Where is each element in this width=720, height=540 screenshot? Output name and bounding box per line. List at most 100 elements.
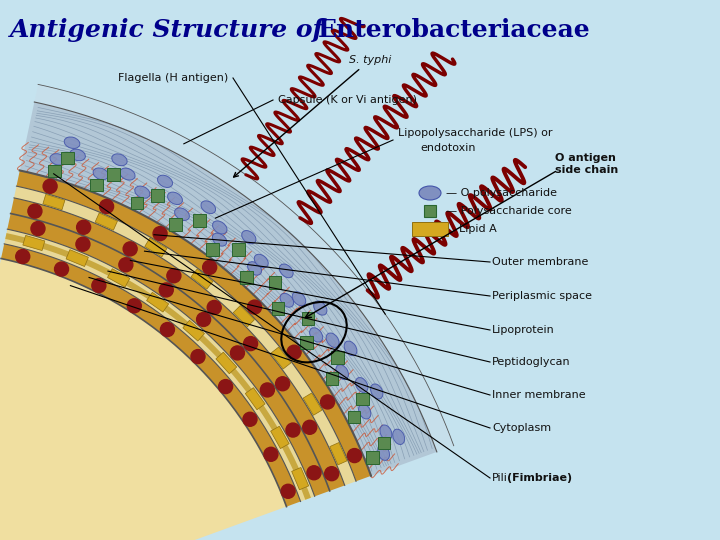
Bar [271, 347, 291, 369]
Circle shape [127, 299, 141, 313]
Text: Antigenic Structure of: Antigenic Structure of [10, 18, 333, 42]
Polygon shape [14, 186, 356, 485]
Ellipse shape [212, 233, 227, 246]
Ellipse shape [371, 384, 383, 399]
Circle shape [281, 484, 295, 498]
Bar [107, 269, 130, 287]
Ellipse shape [380, 425, 392, 440]
Text: Inner membrane: Inner membrane [492, 390, 585, 400]
Ellipse shape [359, 404, 371, 419]
Polygon shape [19, 102, 437, 476]
Circle shape [119, 258, 133, 272]
Circle shape [261, 383, 274, 397]
Ellipse shape [158, 175, 173, 187]
Polygon shape [17, 171, 371, 481]
Circle shape [307, 466, 321, 480]
Ellipse shape [356, 377, 368, 393]
Ellipse shape [64, 137, 80, 148]
Circle shape [153, 227, 167, 241]
Ellipse shape [378, 445, 390, 461]
Text: Lipoprotein: Lipoprotein [492, 325, 554, 335]
Text: — O polysaccharide: — O polysaccharide [446, 188, 557, 198]
Circle shape [219, 380, 233, 394]
Polygon shape [11, 198, 345, 491]
Bar [23, 235, 45, 251]
Polygon shape [1, 244, 300, 507]
Circle shape [302, 420, 317, 434]
Circle shape [207, 300, 221, 314]
Ellipse shape [292, 292, 306, 306]
Ellipse shape [314, 301, 327, 315]
Bar [191, 269, 213, 289]
Ellipse shape [212, 221, 227, 234]
Ellipse shape [392, 429, 405, 444]
Text: side chain: side chain [555, 165, 618, 175]
Ellipse shape [120, 168, 135, 180]
Ellipse shape [344, 341, 357, 356]
Text: Enterobacteriaceae: Enterobacteriaceae [318, 18, 590, 42]
Circle shape [286, 423, 300, 437]
Ellipse shape [326, 333, 339, 347]
Ellipse shape [70, 149, 86, 161]
Text: Flagella (H antigen): Flagella (H antigen) [118, 73, 228, 83]
Bar [271, 426, 289, 449]
Circle shape [55, 262, 68, 276]
Text: — Polysaccharide core: — Polysaccharide core [446, 206, 572, 216]
Bar [233, 306, 254, 327]
Text: Capsule (K or Vi antigen): Capsule (K or Vi antigen) [278, 95, 417, 105]
Circle shape [123, 242, 137, 256]
Ellipse shape [419, 186, 441, 200]
Text: S. typhi: S. typhi [233, 55, 391, 177]
Polygon shape [0, 254, 291, 540]
Circle shape [197, 313, 211, 327]
Bar [43, 194, 65, 210]
Text: Cytoplasm: Cytoplasm [492, 423, 551, 433]
Bar [95, 213, 117, 230]
Text: Peptidoglycan: Peptidoglycan [492, 357, 571, 367]
Circle shape [28, 204, 42, 218]
Ellipse shape [50, 154, 66, 165]
Ellipse shape [242, 231, 256, 244]
Bar [303, 393, 322, 415]
Circle shape [92, 279, 106, 293]
Text: Pili: Pili [492, 473, 508, 483]
Circle shape [248, 300, 261, 314]
Bar [330, 443, 347, 465]
Ellipse shape [336, 364, 348, 380]
Bar [145, 238, 167, 257]
Text: Lipid A: Lipid A [452, 224, 497, 234]
FancyBboxPatch shape [412, 222, 448, 236]
Circle shape [161, 322, 174, 336]
Ellipse shape [248, 262, 261, 275]
Ellipse shape [201, 201, 215, 214]
Polygon shape [4, 229, 315, 502]
Circle shape [230, 346, 245, 360]
Circle shape [159, 283, 174, 297]
Bar [216, 352, 237, 374]
Circle shape [76, 220, 91, 234]
Circle shape [264, 447, 278, 461]
Polygon shape [7, 213, 330, 496]
Ellipse shape [279, 264, 293, 278]
Bar [147, 292, 168, 312]
Circle shape [202, 260, 217, 274]
Circle shape [243, 336, 258, 350]
Circle shape [167, 269, 181, 283]
Text: Outer membrane: Outer membrane [492, 257, 588, 267]
Circle shape [348, 449, 361, 463]
Text: Lipopolysaccharide (LPS) or: Lipopolysaccharide (LPS) or [398, 128, 552, 138]
Ellipse shape [112, 154, 127, 166]
Circle shape [99, 199, 114, 213]
Circle shape [43, 179, 57, 193]
Bar [292, 468, 309, 490]
Ellipse shape [254, 254, 269, 268]
Circle shape [16, 249, 30, 264]
Text: endotoxin: endotoxin [420, 143, 475, 153]
Bar [246, 388, 265, 410]
Bar [66, 249, 89, 267]
Circle shape [320, 395, 335, 409]
Circle shape [76, 237, 90, 251]
Ellipse shape [280, 293, 294, 307]
Circle shape [287, 345, 301, 359]
Text: (Fimbriae): (Fimbriae) [507, 473, 572, 483]
